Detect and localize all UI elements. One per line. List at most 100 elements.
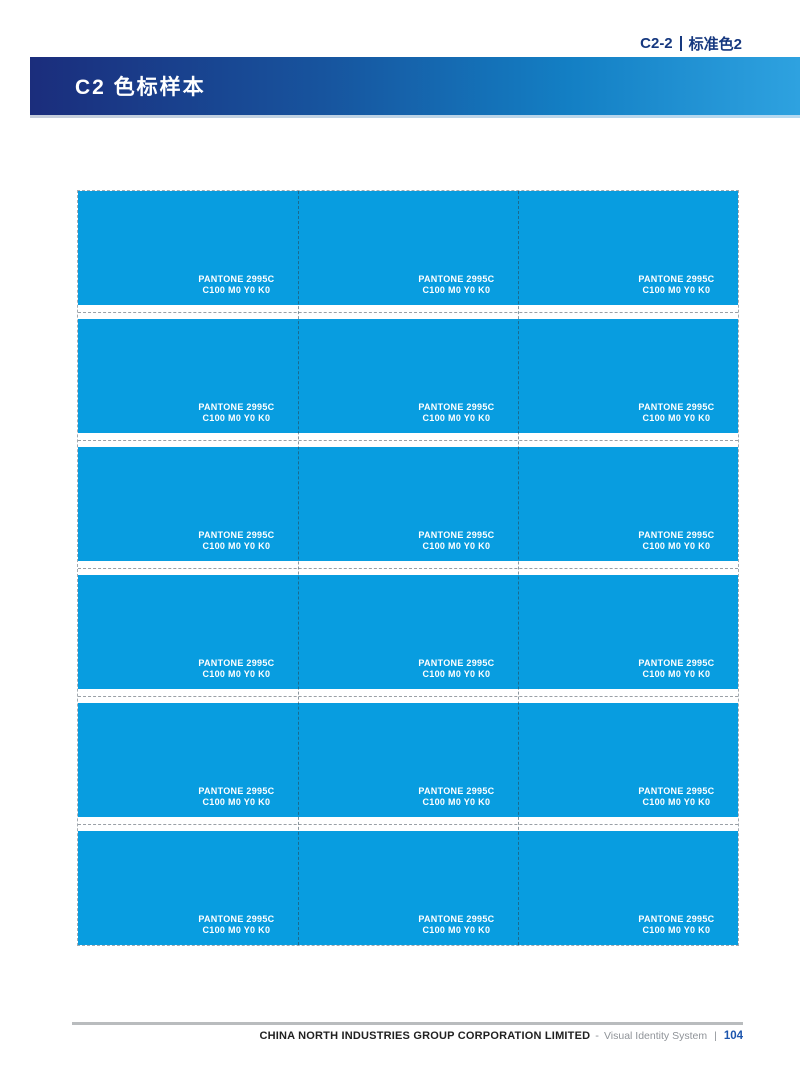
swatch-row: PANTONE 2995C C100 M0 Y0 K0 PANTONE 2995C C… <box>78 831 738 945</box>
color-swatch: PANTONE 2995C C100 M0 Y0 K0 <box>518 447 738 561</box>
swatch-pantone-code: PANTONE 2995C <box>198 530 275 540</box>
swatch-label: PANTONE 2995C C100 M0 Y0 K0 <box>638 786 714 808</box>
column-separator-dashed-line <box>517 191 519 945</box>
row-separator-dashed-line <box>78 695 738 697</box>
swatch-label: PANTONE 2995C C100 M0 Y0 K0 <box>418 658 494 680</box>
section-tag: C2-2 标准色2 <box>640 33 742 54</box>
swatch-cmyk-value: C100 M0 Y0 K0 <box>642 925 711 935</box>
section-divider-bar <box>679 36 682 51</box>
title-underline <box>30 115 800 118</box>
swatch-label: PANTONE 2995C C100 M0 Y0 K0 <box>198 914 274 936</box>
swatch-cmyk-value: C100 M0 Y0 K0 <box>642 797 711 807</box>
swatch-label: PANTONE 2995C C100 M0 Y0 K0 <box>418 402 494 424</box>
title-bar: C2 色标样本 <box>30 57 800 115</box>
color-swatch: PANTONE 2995C C100 M0 Y0 K0 <box>78 831 298 945</box>
swatch-label: PANTONE 2995C C100 M0 Y0 K0 <box>198 402 274 424</box>
swatch-cmyk-value: C100 M0 Y0 K0 <box>422 285 491 295</box>
swatch-pantone-code: PANTONE 2995C <box>418 914 495 924</box>
row-separator <box>78 817 738 831</box>
swatch-pantone-code: PANTONE 2995C <box>198 274 275 284</box>
swatch-pantone-code: PANTONE 2995C <box>418 658 495 668</box>
row-separator-dashed-line <box>78 311 738 313</box>
footer-separator: - <box>595 1030 599 1042</box>
swatch-label: PANTONE 2995C C100 M0 Y0 K0 <box>638 274 714 296</box>
footer-rule <box>72 1022 743 1025</box>
swatch-grid: PANTONE 2995C C100 M0 Y0 K0 PANTONE 2995C C… <box>77 190 739 946</box>
swatch-pantone-code: PANTONE 2995C <box>638 786 715 796</box>
swatch-cmyk-value: C100 M0 Y0 K0 <box>642 285 711 295</box>
swatch-cmyk-value: C100 M0 Y0 K0 <box>422 925 491 935</box>
swatch-row: PANTONE 2995C C100 M0 Y0 K0 PANTONE 2995C C… <box>78 703 738 817</box>
swatch-label: PANTONE 2995C C100 M0 Y0 K0 <box>418 274 494 296</box>
swatch-row: PANTONE 2995C C100 M0 Y0 K0 PANTONE 2995C C… <box>78 575 738 689</box>
swatch-pantone-code: PANTONE 2995C <box>198 658 275 668</box>
swatch-label: PANTONE 2995C C100 M0 Y0 K0 <box>638 658 714 680</box>
color-swatch: PANTONE 2995C C100 M0 Y0 K0 <box>78 319 298 433</box>
swatch-pantone-code: PANTONE 2995C <box>638 530 715 540</box>
color-swatch: PANTONE 2995C C100 M0 Y0 K0 <box>298 319 518 433</box>
row-separator-dashed-line <box>78 439 738 441</box>
swatch-label: PANTONE 2995C C100 M0 Y0 K0 <box>638 914 714 936</box>
swatch-label: PANTONE 2995C C100 M0 Y0 K0 <box>638 530 714 552</box>
row-separator <box>78 561 738 575</box>
swatch-pantone-code: PANTONE 2995C <box>198 402 275 412</box>
swatch-pantone-code: PANTONE 2995C <box>198 786 275 796</box>
swatch-row: PANTONE 2995C C100 M0 Y0 K0 PANTONE 2995C C… <box>78 319 738 433</box>
column-separator-dashed-line <box>297 191 299 945</box>
color-swatch: PANTONE 2995C C100 M0 Y0 K0 <box>298 831 518 945</box>
footer: CHINA NORTH INDUSTRIES GROUP CORPORATION… <box>259 1030 743 1042</box>
swatch-pantone-code: PANTONE 2995C <box>418 530 495 540</box>
color-swatch: PANTONE 2995C C100 M0 Y0 K0 <box>78 191 298 305</box>
swatch-row: PANTONE 2995C C100 M0 Y0 K0 PANTONE 2995C C… <box>78 191 738 305</box>
swatch-label: PANTONE 2995C C100 M0 Y0 K0 <box>418 530 494 552</box>
swatch-label: PANTONE 2995C C100 M0 Y0 K0 <box>418 914 494 936</box>
swatch-cmyk-value: C100 M0 Y0 K0 <box>422 797 491 807</box>
swatch-pantone-code: PANTONE 2995C <box>418 786 495 796</box>
row-separator <box>78 305 738 319</box>
footer-company-name: CHINA NORTH INDUSTRIES GROUP CORPORATION… <box>259 1030 591 1042</box>
color-swatch: PANTONE 2995C C100 M0 Y0 K0 <box>518 831 738 945</box>
color-swatch: PANTONE 2995C C100 M0 Y0 K0 <box>78 575 298 689</box>
color-swatch: PANTONE 2995C C100 M0 Y0 K0 <box>298 447 518 561</box>
swatch-cmyk-value: C100 M0 Y0 K0 <box>202 541 271 551</box>
swatch-pantone-code: PANTONE 2995C <box>638 402 715 412</box>
swatch-cmyk-value: C100 M0 Y0 K0 <box>202 413 271 423</box>
color-swatch: PANTONE 2995C C100 M0 Y0 K0 <box>518 191 738 305</box>
swatch-row: PANTONE 2995C C100 M0 Y0 K0 PANTONE 2995C C… <box>78 447 738 561</box>
swatch-pantone-code: PANTONE 2995C <box>198 914 275 924</box>
color-swatch: PANTONE 2995C C100 M0 Y0 K0 <box>518 575 738 689</box>
color-swatch: PANTONE 2995C C100 M0 Y0 K0 <box>78 703 298 817</box>
color-swatch: PANTONE 2995C C100 M0 Y0 K0 <box>298 191 518 305</box>
swatch-label: PANTONE 2995C C100 M0 Y0 K0 <box>198 274 274 296</box>
color-swatch: PANTONE 2995C C100 M0 Y0 K0 <box>518 703 738 817</box>
color-swatch: PANTONE 2995C C100 M0 Y0 K0 <box>298 703 518 817</box>
row-separator <box>78 689 738 703</box>
row-separator-dashed-line <box>78 567 738 569</box>
swatch-pantone-code: PANTONE 2995C <box>638 914 715 924</box>
swatch-cmyk-value: C100 M0 Y0 K0 <box>202 285 271 295</box>
color-swatch: PANTONE 2995C C100 M0 Y0 K0 <box>298 575 518 689</box>
swatch-cmyk-value: C100 M0 Y0 K0 <box>202 669 271 679</box>
footer-divider: | <box>714 1030 717 1042</box>
swatch-label: PANTONE 2995C C100 M0 Y0 K0 <box>418 786 494 808</box>
footer-page-number: 104 <box>723 1030 743 1042</box>
swatch-pantone-code: PANTONE 2995C <box>418 274 495 284</box>
swatch-label: PANTONE 2995C C100 M0 Y0 K0 <box>198 530 274 552</box>
swatch-pantone-code: PANTONE 2995C <box>638 658 715 668</box>
swatch-cmyk-value: C100 M0 Y0 K0 <box>642 541 711 551</box>
swatch-cmyk-value: C100 M0 Y0 K0 <box>642 669 711 679</box>
swatch-pantone-code: PANTONE 2995C <box>638 274 715 284</box>
swatch-label: PANTONE 2995C C100 M0 Y0 K0 <box>198 786 274 808</box>
swatch-cmyk-value: C100 M0 Y0 K0 <box>422 669 491 679</box>
footer-system-label: Visual Identity System <box>603 1030 708 1042</box>
swatch-cmyk-value: C100 M0 Y0 K0 <box>422 541 491 551</box>
row-separator <box>78 433 738 447</box>
swatch-cmyk-value: C100 M0 Y0 K0 <box>642 413 711 423</box>
row-separator-dashed-line <box>78 823 738 825</box>
page-title: C2 色标样本 <box>75 76 206 99</box>
color-swatch: PANTONE 2995C C100 M0 Y0 K0 <box>518 319 738 433</box>
color-swatch: PANTONE 2995C C100 M0 Y0 K0 <box>78 447 298 561</box>
swatch-cmyk-value: C100 M0 Y0 K0 <box>202 925 271 935</box>
swatch-pantone-code: PANTONE 2995C <box>418 402 495 412</box>
